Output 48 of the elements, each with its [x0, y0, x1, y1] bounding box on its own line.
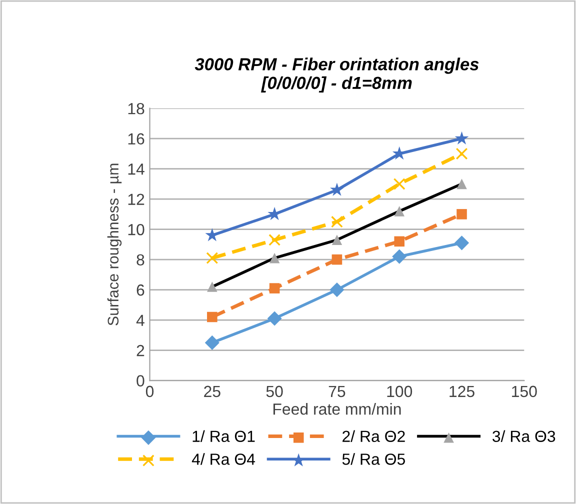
point: [330, 282, 344, 298]
point: [454, 236, 470, 250]
legend-label: 4/ Ra Θ4: [192, 453, 256, 465]
point: [332, 254, 342, 265]
chart-title: 3000 RPM - Fiber orintation angles [0/0/0/0] - d1=8mm: [194, 58, 479, 93]
x-tick-label: 100: [387, 386, 412, 398]
point: [456, 209, 467, 220]
x-tick-label: 50: [266, 386, 283, 398]
point: [269, 252, 280, 264]
x-tick-label: 0: [146, 386, 154, 398]
y-tick-label: 0: [136, 375, 144, 386]
y-tick-label: 4: [136, 314, 144, 326]
point: [332, 234, 342, 246]
y-tick-label: 2: [136, 344, 144, 356]
y-tick-label: 6: [136, 284, 144, 296]
point: [392, 249, 407, 264]
x-tick-label: 25: [204, 386, 220, 398]
point: [456, 148, 468, 160]
legend-label: 1/ Ra Θ1: [192, 430, 255, 442]
x-tick-label: 150: [512, 386, 537, 398]
y-tick-label: 12: [128, 194, 144, 205]
point: [330, 216, 343, 228]
y-tick-label: 18: [128, 102, 144, 114]
x-tick-label: 75: [328, 386, 346, 398]
point: [207, 312, 218, 322]
x-axis-title: Feed rate mm/min: [273, 403, 401, 415]
legend-label: 3/ Ra Θ3: [492, 430, 556, 442]
y-tick-label: 16: [128, 133, 144, 145]
point: [394, 206, 405, 216]
point: [393, 178, 406, 190]
point: [394, 236, 405, 247]
y-tick-label: 10: [128, 224, 144, 236]
legend-label: 2/ Ra Θ2: [342, 430, 405, 442]
point: [269, 283, 280, 294]
y-tick-label: 14: [128, 164, 144, 175]
y-tick-label: 8: [136, 254, 144, 266]
y-axis-title: Surface roughness - µm: [107, 164, 122, 326]
point: [207, 282, 218, 292]
legend-label: 5/ Ra Θ5: [342, 453, 405, 465]
x-tick-label: 125: [450, 386, 474, 398]
point: [267, 311, 282, 326]
point: [268, 206, 282, 220]
point: [456, 178, 467, 190]
point: [204, 335, 220, 350]
point: [206, 252, 218, 264]
point: [454, 131, 469, 144]
point: [268, 234, 281, 246]
point: [330, 182, 344, 196]
